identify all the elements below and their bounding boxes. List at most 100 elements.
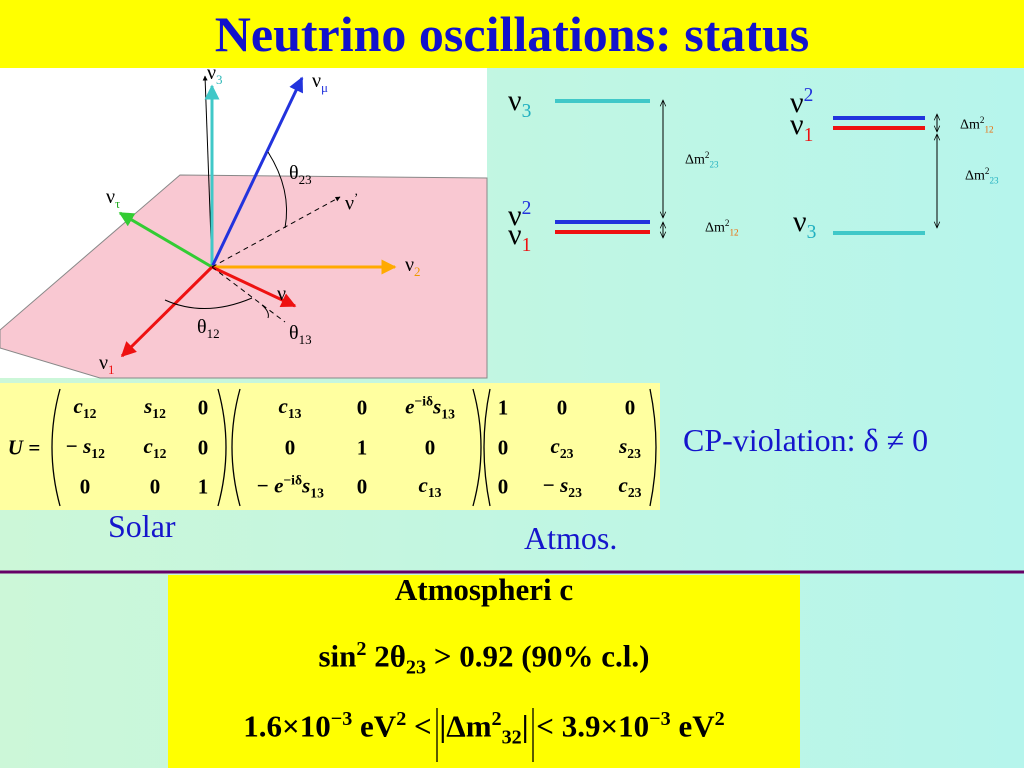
splitting-label: Δm212 xyxy=(960,115,994,134)
mass-label: ν2 xyxy=(790,85,813,120)
subscript: e xyxy=(286,293,292,308)
box-formula: 1.6×10−3 eV2 < |Δm232| < 3.9×10−3 eV2 xyxy=(168,708,800,750)
text-run: 0 xyxy=(284,435,296,460)
text-run: ν xyxy=(405,254,415,276)
subscript: 12 xyxy=(984,124,994,135)
matrix-cell: 0 xyxy=(285,436,296,461)
matrix-cell: 0 xyxy=(357,475,368,500)
subscript: 23 xyxy=(405,656,427,679)
splitting-label: Δm212 xyxy=(705,218,739,237)
subscript: 23 xyxy=(709,159,719,170)
text-run: 0 xyxy=(356,474,368,499)
subscript: 13 xyxy=(287,406,302,422)
text-run: Δm xyxy=(705,220,725,236)
cp-note: CP-violation: δ ≠ 0 xyxy=(683,422,929,458)
supscript: 2 xyxy=(356,638,367,660)
supscript: ’ xyxy=(354,190,359,205)
matrix-cell: 0 xyxy=(625,396,636,421)
text-run: ν xyxy=(793,205,807,238)
abs-bars xyxy=(436,708,534,762)
text-run: c xyxy=(143,433,153,458)
axis-label: νe xyxy=(277,283,292,309)
angle-label: θ23 xyxy=(289,162,312,188)
matrix-cell: 0 xyxy=(498,475,509,500)
matrix-cell: c23 xyxy=(619,473,642,501)
text-run: c xyxy=(418,472,428,497)
text-run: 0 xyxy=(149,474,161,499)
matrix-cell: s12 xyxy=(144,394,166,422)
matrix-cell: − s23 xyxy=(542,473,582,501)
text-run: 0 xyxy=(497,435,509,460)
supscript: 2 xyxy=(979,115,985,125)
text-run: ν xyxy=(277,283,287,305)
text-run: Atmospheri c xyxy=(394,572,574,607)
subscript: μ xyxy=(321,80,329,95)
text-run: Δm xyxy=(965,168,985,184)
mass-arrows xyxy=(663,100,937,238)
text-run: s xyxy=(302,473,311,498)
matrix-cell: s23 xyxy=(619,434,641,462)
matrix-cell: 0 xyxy=(150,475,161,500)
text-run: − s xyxy=(65,433,92,458)
text-run: ν xyxy=(790,86,804,119)
matrix-cell: 1 xyxy=(198,475,209,500)
matrix-cell: − e−iδs13 xyxy=(256,472,324,501)
text-run: θ xyxy=(289,322,299,344)
text-run: > 0.92 (90% c.l.) xyxy=(426,638,650,674)
mass-label: ν3 xyxy=(508,84,531,123)
text-run: 1 xyxy=(497,395,509,420)
text-run: Δm xyxy=(685,152,705,168)
axis-label: ν2 xyxy=(405,254,421,280)
subscript: 12 xyxy=(82,406,97,422)
supscript: 2 xyxy=(724,218,730,228)
text-run: ν xyxy=(345,192,355,215)
text-run: ν xyxy=(508,199,522,232)
result-box xyxy=(168,575,800,768)
mass-label: ν3 xyxy=(793,205,816,244)
mass-label: ν1 xyxy=(508,218,531,257)
angle-label: θ12 xyxy=(197,316,220,342)
angle-label: θ13 xyxy=(289,322,312,348)
subscript: 13 xyxy=(441,406,455,422)
matrix-cell: 0 xyxy=(80,475,91,500)
text-run: s xyxy=(433,394,442,419)
matrix-cell: 0 xyxy=(198,436,209,461)
text-run: s xyxy=(619,433,628,458)
matrix-cell: 1 xyxy=(357,436,368,461)
text-run: ν xyxy=(99,352,109,374)
subscript: 23 xyxy=(568,485,582,501)
matrix-background xyxy=(0,383,660,510)
text-run: − e xyxy=(256,473,284,498)
supscript: 2 xyxy=(396,708,407,730)
title: Neutrino oscillations: status xyxy=(0,0,1024,68)
text-run: c xyxy=(73,393,83,418)
subscript: 23 xyxy=(627,485,642,501)
matrix-cell: c13 xyxy=(419,473,442,501)
subscript: 12 xyxy=(206,326,220,341)
subscript: 3 xyxy=(216,72,223,87)
axis-label: ν3 xyxy=(207,62,223,88)
text-run: 2θ xyxy=(366,638,406,674)
text-run: θ xyxy=(289,162,299,184)
text-run: 0 xyxy=(556,395,568,420)
text-run: Δm xyxy=(960,117,980,133)
subscript: 13 xyxy=(298,332,312,347)
subscript: 23 xyxy=(559,446,574,462)
subscript: 12 xyxy=(729,227,739,238)
supscript: −3 xyxy=(649,708,671,730)
text-run: 0 xyxy=(424,435,436,460)
text-run: 0 xyxy=(356,395,368,420)
solar-label: Solar xyxy=(108,508,176,544)
subscript: τ xyxy=(115,196,121,211)
matrix-cell: 0 xyxy=(498,436,509,461)
text-run: 0 xyxy=(197,395,209,420)
supscript: 2 xyxy=(704,150,710,160)
text-run: 0 xyxy=(624,395,636,420)
text-run: 1 xyxy=(356,435,368,460)
text-run: < |Δm xyxy=(406,708,492,744)
matrix-cell: c12 xyxy=(144,434,167,462)
text-run: 1 xyxy=(197,474,209,499)
text-run: 0 xyxy=(497,474,509,499)
axis-label: ντ xyxy=(106,186,120,212)
